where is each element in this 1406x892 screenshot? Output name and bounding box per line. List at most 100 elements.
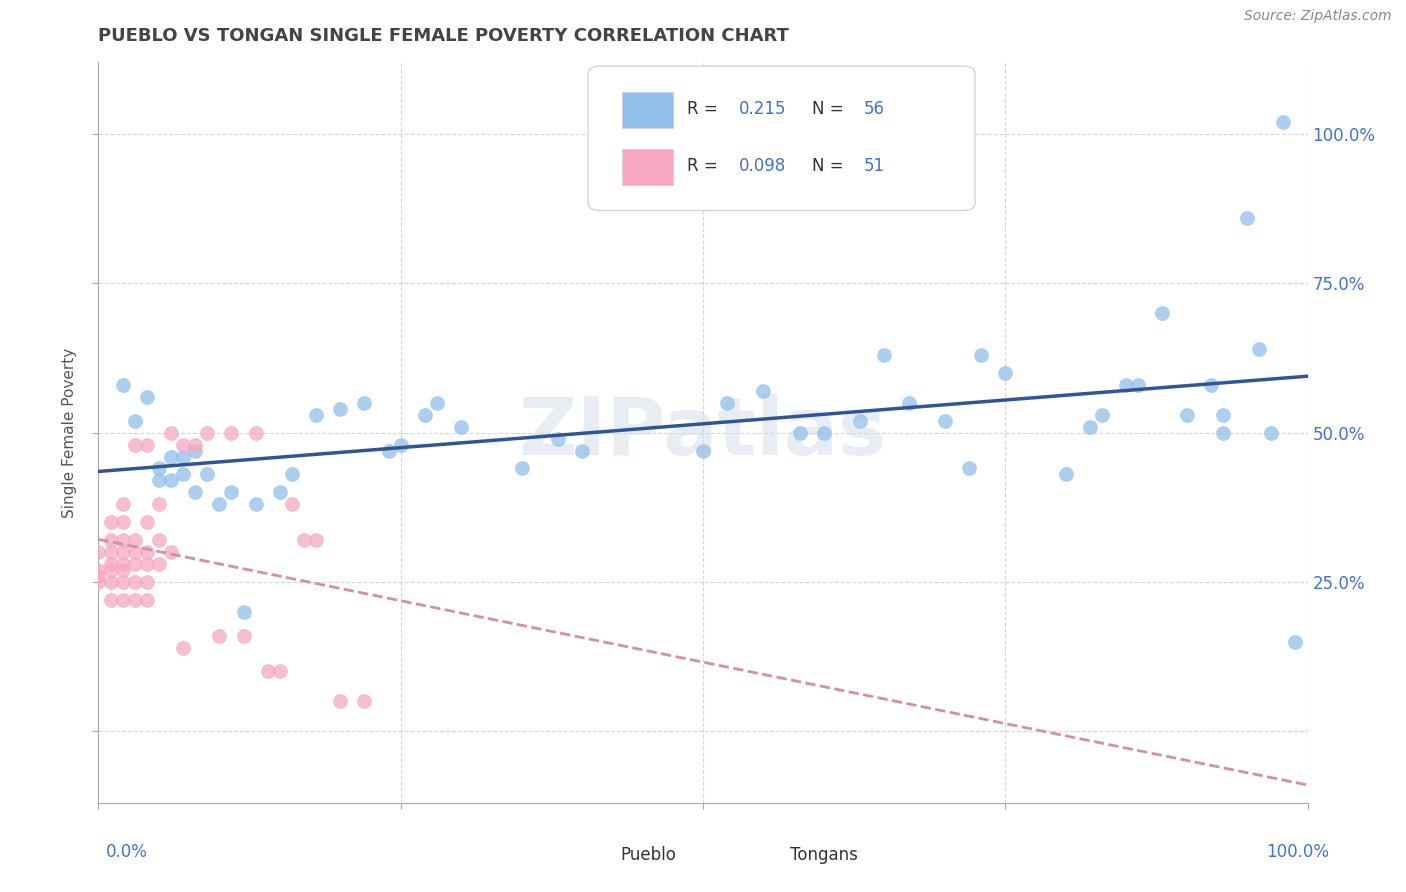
Point bbox=[450, 419, 472, 434]
Point bbox=[100, 515, 122, 529]
Point bbox=[148, 557, 170, 571]
Text: ZIPatlas: ZIPatlas bbox=[519, 393, 887, 472]
Point bbox=[135, 574, 157, 589]
Point bbox=[100, 563, 122, 577]
Text: R =: R = bbox=[688, 157, 723, 175]
Point bbox=[789, 425, 811, 440]
Point bbox=[111, 557, 134, 571]
Point bbox=[111, 545, 134, 559]
Point bbox=[232, 605, 254, 619]
Point bbox=[547, 432, 569, 446]
Point bbox=[716, 396, 738, 410]
Point bbox=[269, 485, 291, 500]
Point bbox=[160, 474, 183, 488]
Point bbox=[135, 515, 157, 529]
Point bbox=[124, 574, 146, 589]
Point bbox=[245, 425, 267, 440]
Point bbox=[1152, 306, 1174, 320]
Point bbox=[124, 414, 146, 428]
Point bbox=[221, 425, 243, 440]
Point bbox=[970, 348, 993, 362]
Point bbox=[195, 425, 218, 440]
Point bbox=[232, 629, 254, 643]
Text: R =: R = bbox=[688, 100, 723, 118]
Point bbox=[135, 545, 157, 559]
Point bbox=[413, 408, 436, 422]
Point bbox=[510, 461, 533, 475]
Point bbox=[377, 443, 399, 458]
Point bbox=[172, 467, 194, 482]
Point bbox=[184, 443, 207, 458]
FancyBboxPatch shape bbox=[740, 841, 778, 870]
Text: N =: N = bbox=[811, 100, 849, 118]
Text: 0.098: 0.098 bbox=[740, 157, 786, 175]
Point bbox=[1115, 377, 1137, 392]
Point bbox=[849, 414, 872, 428]
FancyBboxPatch shape bbox=[621, 149, 672, 185]
Point bbox=[172, 437, 194, 451]
Point bbox=[184, 485, 207, 500]
Point bbox=[111, 533, 134, 547]
Point bbox=[389, 437, 412, 451]
FancyBboxPatch shape bbox=[588, 66, 976, 211]
Point bbox=[100, 557, 122, 571]
Point bbox=[160, 425, 183, 440]
Point bbox=[1175, 408, 1198, 422]
Point bbox=[1260, 425, 1282, 440]
FancyBboxPatch shape bbox=[621, 92, 672, 128]
Point bbox=[111, 574, 134, 589]
Point bbox=[1272, 115, 1295, 129]
Point bbox=[87, 569, 110, 583]
Point bbox=[221, 485, 243, 500]
Point bbox=[292, 533, 315, 547]
Point bbox=[208, 629, 231, 643]
Point bbox=[100, 574, 122, 589]
Point bbox=[1078, 419, 1101, 434]
Point bbox=[305, 533, 328, 547]
FancyBboxPatch shape bbox=[569, 841, 609, 870]
Point bbox=[124, 533, 146, 547]
Point bbox=[111, 563, 134, 577]
Point bbox=[111, 592, 134, 607]
Text: 51: 51 bbox=[863, 157, 884, 175]
Point bbox=[111, 497, 134, 511]
Point bbox=[148, 461, 170, 475]
Point bbox=[172, 640, 194, 655]
Point bbox=[1249, 342, 1271, 356]
Point bbox=[160, 545, 183, 559]
Point bbox=[329, 694, 352, 708]
Text: Pueblo: Pueblo bbox=[621, 847, 676, 864]
Point bbox=[1128, 377, 1150, 392]
Point bbox=[305, 408, 328, 422]
Point bbox=[813, 425, 835, 440]
Text: PUEBLO VS TONGAN SINGLE FEMALE POVERTY CORRELATION CHART: PUEBLO VS TONGAN SINGLE FEMALE POVERTY C… bbox=[98, 27, 789, 45]
Point bbox=[897, 396, 920, 410]
Point bbox=[1091, 408, 1114, 422]
Point bbox=[994, 366, 1017, 380]
Point bbox=[87, 574, 110, 589]
Point bbox=[100, 592, 122, 607]
Point bbox=[135, 437, 157, 451]
Point bbox=[1054, 467, 1077, 482]
Point bbox=[353, 396, 375, 410]
Text: 100.0%: 100.0% bbox=[1265, 843, 1329, 861]
Point bbox=[111, 515, 134, 529]
Point bbox=[135, 592, 157, 607]
Point bbox=[1199, 377, 1222, 392]
Point bbox=[692, 443, 714, 458]
Point bbox=[135, 557, 157, 571]
Point bbox=[100, 533, 122, 547]
Point bbox=[100, 545, 122, 559]
Point bbox=[124, 545, 146, 559]
Point bbox=[87, 545, 110, 559]
Point bbox=[148, 533, 170, 547]
Point bbox=[571, 443, 593, 458]
Point bbox=[256, 665, 278, 679]
Text: 56: 56 bbox=[863, 100, 884, 118]
Point bbox=[184, 437, 207, 451]
Point bbox=[208, 497, 231, 511]
Point bbox=[281, 467, 304, 482]
Text: N =: N = bbox=[811, 157, 849, 175]
Point bbox=[124, 592, 146, 607]
Point bbox=[124, 557, 146, 571]
